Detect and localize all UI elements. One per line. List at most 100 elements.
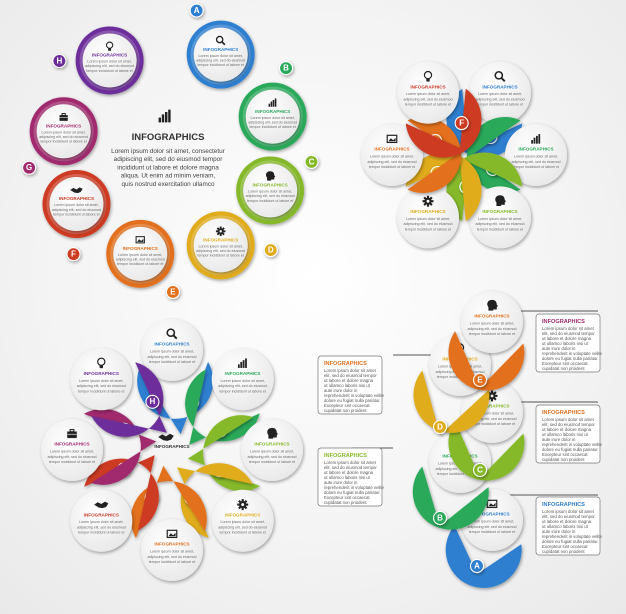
petal8-G-card-line: Lorem ipsum dolor sit amet, (50, 449, 94, 453)
petal8-C-info-circle: INFOGRAPHICS Lorem ipsum dolor sit amet, a… (241, 419, 303, 481)
side-box-line: Excepteur sint occaecat (542, 361, 588, 366)
petal8-B (185, 369, 260, 445)
side-box-line: dolore eu fugiat nulla pariatur. (324, 398, 381, 403)
ring-F-card-line: Lorem ipsum dolor sit amet, (54, 203, 98, 207)
petal8-B-info-circle: INFOGRAPHICS Lorem ipsum dolor sit amet,a… (211, 348, 274, 411)
petal8-B-card-line: tempor incididunt ut labore et (220, 389, 266, 393)
petal8-center-title: INFOGRAPHICS (154, 444, 189, 449)
ring-badge-A: A (189, 3, 204, 18)
ring-A-card-title: INFOGRAPHICS (203, 47, 238, 52)
ring-B-card-title: INFOGRAPHICS (255, 109, 290, 114)
chain-E-card-line: tempor incididunt ut labore et (469, 332, 515, 336)
petal-A-card-line: adipiscing elit, sed do eiusmod (476, 97, 525, 101)
ring-badge-E: E (165, 284, 180, 300)
side-box-title: INFOGRAPHICS (542, 410, 585, 416)
petal8-F-card-line: Lorem ipsum dolor sit amet, (79, 520, 123, 524)
side-box-line: cupidatat non proident (324, 408, 367, 413)
chain-badge-C-letter: C (477, 465, 483, 474)
petal8-G-card-title: INFOGRAPHICS (54, 442, 89, 447)
petal8-D-card-line: adipiscing elit, sed do eiusmod (218, 525, 267, 529)
side-box-title: INFOGRAPHICS (542, 319, 585, 325)
chain-badge-A: A (469, 558, 485, 574)
ring-badge-G-dot (22, 160, 37, 175)
side-box-line: reprehenderit in voluptate velite (542, 534, 603, 539)
petal8-C-card-title: INFOGRAPHICS (254, 442, 289, 447)
chain-badge-A-dot (469, 558, 485, 574)
side-box-line: aute irure dolor in (542, 437, 576, 442)
side-box-line: aute irure dolor in (542, 529, 576, 534)
ring-A-circle-face (193, 27, 248, 82)
ring-badge-C-dot (304, 154, 319, 169)
side-box-line: Excepteur sint occaecat (542, 452, 588, 457)
petal-A-card-title: INFOGRAPHICS (482, 84, 517, 89)
ring-badge-F: F (66, 247, 81, 262)
chain-E (448, 331, 525, 391)
ring-H-info-circle: INFOGRAPHICS Lorem ipsum dolor sit amet,a… (82, 33, 137, 88)
side-box-line: elit, sed do eiusmod tempor (542, 514, 595, 519)
chain-E-circle-face (461, 291, 523, 353)
ring-G-card-line: adipiscing elit, sed do eiusmod (39, 135, 88, 139)
petal8-C-card-line: Lorem ipsum dolor sit amet, (250, 449, 294, 453)
petal-D-card-line: tempor incididunt ut labore et (405, 227, 451, 231)
petal-E (407, 117, 462, 193)
petal8-D-info-circle: INFOGRAPHICS Lorem ipsum dolor sit amet,a… (211, 489, 274, 552)
petal8-D-circle-face (211, 489, 274, 552)
ring-H-card-line: Lorem ipsum dolor sit amet, (87, 60, 131, 64)
petal8-A-info-circle: INFOGRAPHICS Lorem ipsum dolor sit amet, a… (141, 319, 203, 381)
petal8-E-info-circle: INFOGRAPHICS Lorem ipsum dolor sit amet, a… (141, 519, 203, 581)
ring-A-card-line: Lorem ipsum dolor sit amet, (199, 54, 243, 58)
chain-C-card-line: Lorem ipsum dolor sit amet, (470, 411, 514, 415)
petal8-B-card-title: INFOGRAPHICS (225, 371, 260, 376)
gear-icon (215, 226, 226, 237)
petal8-H-card-title: INFOGRAPHICS (84, 371, 119, 376)
side-box-line: Excepteur sint occaecat (542, 544, 588, 549)
petal-B-card-line: Lorem ipsum dolor sit amet, (514, 154, 558, 158)
ring-B-card-line: adipiscing elit, sed do eiusmod (248, 120, 297, 124)
petal-E-circle-face (361, 124, 423, 186)
petal-B (466, 116, 521, 194)
side-box-line: ut ullamco laboris nisi ut (542, 524, 589, 529)
petal-C-card-line: Lorem ipsum dolor sit amet, (478, 217, 522, 221)
side-box-line: elit, sed do eiusmod tempor (542, 422, 595, 427)
petal8-H-card-line: tempor incididunt ut labore et (78, 389, 124, 393)
ring-C-card-line: tempor incididunt ut labore et (247, 199, 293, 203)
ring-badge-B: B (279, 61, 294, 76)
side-box-line: ut labore et dolore magna (542, 427, 592, 432)
side-box-title: INFOGRAPHICS (324, 453, 367, 459)
diagram-six-petals: INFOGRAPHICS Lorem ipsum dolor sit amet, a… (361, 61, 567, 249)
chain-badge-D-dot (432, 419, 448, 435)
chain-E-card-line: Lorem ipsum dolor sit amet, (470, 321, 514, 325)
petal-C-card-title: INFOGRAPHICS (482, 209, 517, 214)
side-box-line: cupidatat non proident (542, 366, 585, 371)
petal8-F (84, 455, 159, 531)
petal8-C-card-line: tempor incididunt ut labore et (249, 460, 295, 464)
ring-A-card-line: tempor incididunt ut labore et (198, 63, 244, 67)
petal8-E-circle-face (141, 519, 203, 581)
chart-icon (237, 358, 247, 368)
petal-B-card-line: tempor incididunt ut labore et (513, 165, 559, 169)
search-icon (166, 328, 178, 340)
petal8-E-card-line: adipiscing elit, sed do eiusmod (148, 555, 197, 559)
chain-B-card-line: tempor incididunt ut labore et (437, 472, 483, 476)
petal8-D-card-title: INFOGRAPHICS (225, 512, 260, 517)
side-box-line: aute irure dolor in (542, 346, 576, 351)
center-text-line: incididunt ut labore et dolore magna (117, 164, 219, 171)
petal8-A-card-line: adipiscing elit, sed do eiusmod (148, 355, 197, 359)
chain-C-circle-face (461, 381, 523, 443)
petal8-C-circle-face (241, 419, 303, 481)
gear-icon (237, 499, 249, 511)
side-box-frame (535, 313, 601, 373)
ring-badge-A-dot (189, 3, 204, 18)
center-text-line: Lorem ipsum dolor sit amet, consectetur (111, 148, 226, 155)
chain-A-card-title: INFOGRAPHICS (474, 512, 509, 517)
petal-C-circle-face (469, 186, 531, 249)
side-box-line: Lorem ipsum dolor sit amet (542, 326, 595, 331)
head-icon (265, 171, 276, 181)
petal8-D-card-line: Lorem ipsum dolor sit amet, (221, 520, 265, 524)
